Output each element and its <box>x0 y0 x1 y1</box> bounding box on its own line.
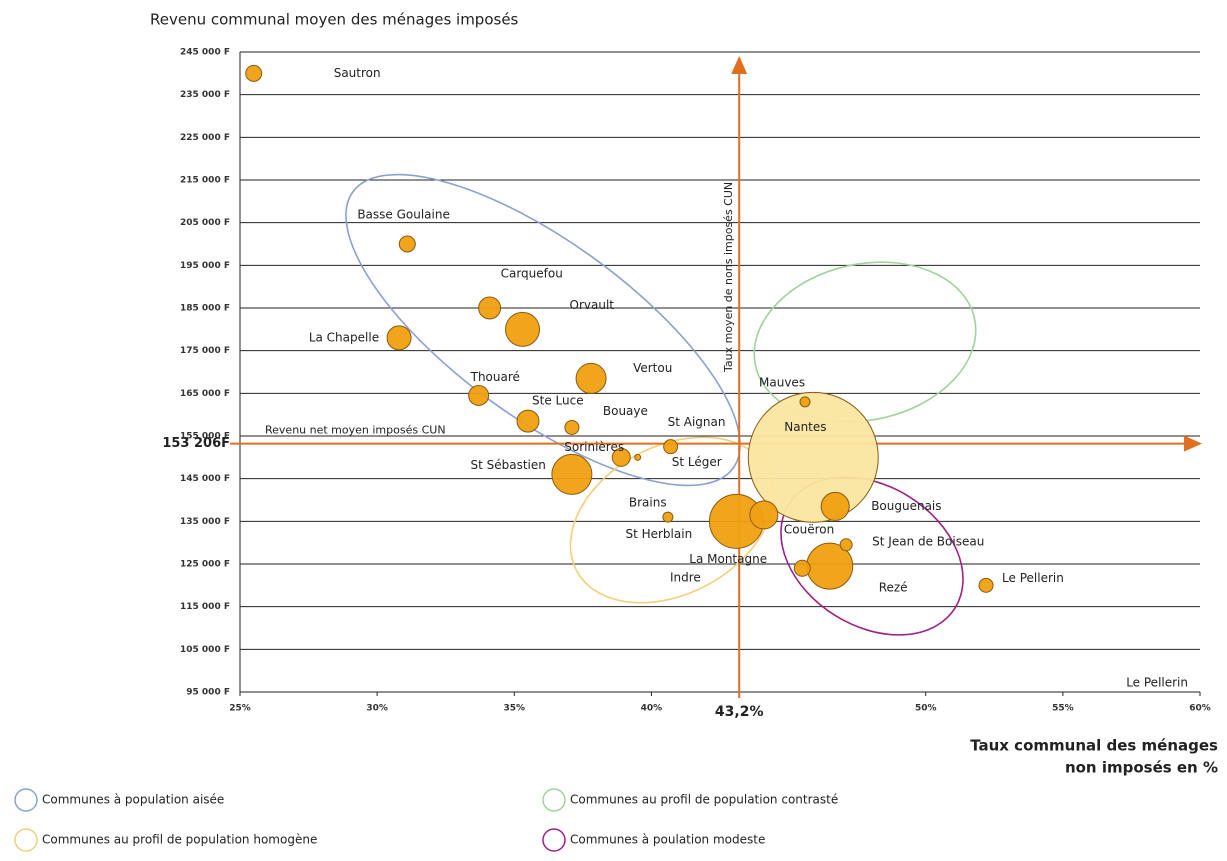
bubble <box>663 439 679 455</box>
x-axis-label: non imposés en % <box>1065 759 1218 777</box>
legend-swatch <box>14 828 38 852</box>
x-tick-label: 40% <box>641 704 663 714</box>
y-tick-label: 175 000 F <box>180 346 230 356</box>
x-tick-label: 25% <box>229 704 251 714</box>
y-tick-label: 225 000 F <box>180 133 230 143</box>
y-tick-label: 165 000 F <box>180 389 230 399</box>
bubble-label: La Chapelle <box>309 330 379 344</box>
bubble-label: Bouguenais <box>871 499 941 513</box>
bubble <box>575 362 607 394</box>
bubble <box>398 235 416 253</box>
x-tick-label: 50% <box>915 704 937 714</box>
y-tick-label: 185 000 F <box>180 304 230 314</box>
y-tick-label: 105 000 F <box>180 645 230 655</box>
y-tick-label: 155 000 F <box>180 432 230 442</box>
bubble-label: Brains <box>629 496 667 510</box>
chart-title: Revenu communal moyen des ménages imposé… <box>150 11 519 29</box>
bubble-label: St Jean de Boiseau <box>872 534 984 548</box>
bubble-label: Ste Luce <box>532 394 584 408</box>
annotation: Le Pellerin <box>1126 676 1188 690</box>
annotation: Indre <box>670 571 701 585</box>
ellipse-aisee <box>345 173 741 487</box>
y-tick-label: 235 000 F <box>180 90 230 100</box>
reference-y-label: 153 206F <box>162 436 230 451</box>
x-axis-label: Taux communal des ménages <box>970 737 1218 755</box>
bubble <box>749 500 779 530</box>
y-tick-label: 135 000 F <box>180 517 230 527</box>
bubble-label: Nantes <box>784 420 826 434</box>
bubble-label: St Sébastien <box>470 458 545 472</box>
bubble <box>551 453 593 495</box>
y-tick-label: 205 000 F <box>180 218 230 228</box>
bubble-label: Bouaye <box>603 404 648 418</box>
bubble <box>611 447 631 467</box>
bubble-label: Couëron <box>784 522 834 536</box>
bubble <box>799 396 811 408</box>
bubble-label: Sautron <box>334 66 381 80</box>
bubble <box>245 64 263 82</box>
reference-y-text: Revenu net moyen imposés CUN <box>265 424 446 437</box>
bubble <box>839 538 853 552</box>
bubble-label: Mauves <box>759 375 805 389</box>
legend-swatch <box>542 788 566 812</box>
bubble-label: Orvault <box>570 298 615 312</box>
y-tick-label: 245 000 F <box>180 48 230 58</box>
reference-x-text: Taux moyen de nons imposés CUN <box>722 182 735 373</box>
bubble <box>793 559 811 577</box>
legend-label: Communes à population aisée <box>42 793 224 807</box>
y-tick-label: 115 000 F <box>180 602 230 612</box>
bubble-label: Carquefou <box>501 267 563 281</box>
bubble <box>505 311 541 347</box>
reference-x-label: 43,2% <box>715 704 764 720</box>
bubble <box>516 409 540 433</box>
x-tick-label: 60% <box>1189 704 1211 714</box>
y-tick-label: 195 000 F <box>180 261 230 271</box>
bubble <box>820 491 850 521</box>
y-tick-label: 95 000 F <box>186 688 230 698</box>
bubble <box>386 325 412 351</box>
bubble <box>478 296 502 320</box>
legend-swatch <box>542 828 566 852</box>
bubble-label: Basse Goulaine <box>357 208 450 222</box>
bubble <box>634 453 642 461</box>
bubble-label: Vertou <box>633 361 672 375</box>
bubble-label: St Léger <box>672 455 722 469</box>
x-tick-label: 30% <box>366 704 388 714</box>
bubble <box>747 391 879 523</box>
bubble-label: La Montagne <box>689 552 767 566</box>
bubble <box>662 511 674 523</box>
bubble-label: St Herblain <box>625 527 692 541</box>
bubble <box>564 419 580 435</box>
bubble-label: Le Pellerin <box>1002 571 1064 585</box>
bubble-label: Sorinières <box>564 440 624 454</box>
y-tick-label: 215 000 F <box>180 176 230 186</box>
legend-label: Communes au profil de population contras… <box>570 793 838 807</box>
bubble-label: Rezé <box>879 581 908 595</box>
bubble <box>978 577 994 593</box>
x-tick-label: 35% <box>504 704 526 714</box>
x-tick-label: 55% <box>1052 704 1074 714</box>
legend-swatch <box>14 788 38 812</box>
bubble <box>468 384 490 406</box>
legend-label: Communes au profil de population homogèn… <box>42 833 317 847</box>
y-tick-label: 145 000 F <box>180 474 230 484</box>
bubble-label: St Aignan <box>668 415 726 429</box>
legend-label: Communes à poulation modeste <box>570 833 765 847</box>
bubble-label: Thouaré <box>470 370 520 384</box>
ellipse-contraste <box>753 261 977 423</box>
y-tick-label: 125 000 F <box>180 560 230 570</box>
